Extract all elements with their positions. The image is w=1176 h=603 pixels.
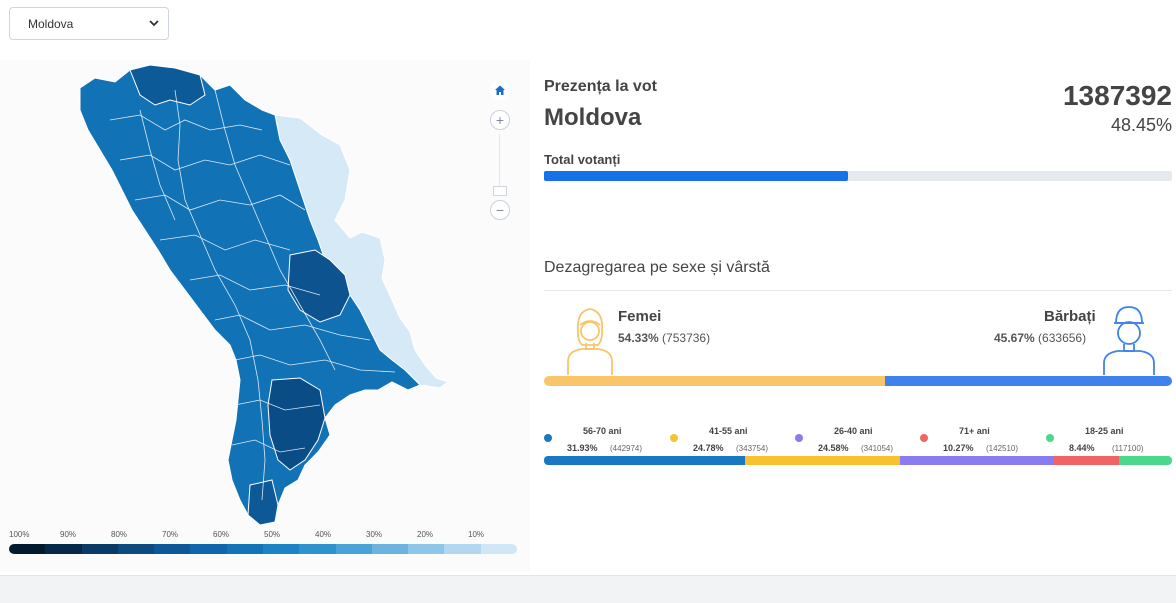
gender-split-bar [544,376,1172,386]
turnout-progress-bar [544,171,1172,181]
age-group-label: 18-25 ani [1085,426,1124,436]
moldova-map[interactable] [0,60,530,530]
legend-labels: 100% 90% 80% 70% 60% 50% 40% 30% 20% 10% [9,530,519,542]
home-icon [495,85,505,95]
legend-swatch [117,544,155,554]
legend-swatch [190,544,227,554]
map-region-south[interactable] [267,377,326,471]
age-dot [1046,434,1054,442]
legend-color-scale [9,544,517,554]
age-group-percent: 10.27% [943,443,974,453]
zoom-in-button[interactable]: + [490,110,510,130]
map-region-south-tip[interactable] [247,479,279,526]
age-group-percent: 8.44% [1069,443,1095,453]
zoom-home-button[interactable] [490,80,510,100]
female-stats: 54.33% (753736) [618,331,710,345]
total-voters-count: 1387392 [1062,80,1172,111]
legend-swatch [444,544,481,554]
age-group-percent: 24.58% [818,443,849,453]
district-borders [109,89,396,501]
age-dot [544,434,552,442]
map-legend: 100% 90% 80% 70% 60% 50% 40% 30% 20% 10% [9,530,519,554]
legend-swatch [9,544,46,554]
section-divider [544,290,1172,291]
male-label: Bărbați [1044,308,1096,325]
legend-label: 30% [366,530,383,539]
age-group-label: 71+ ani [959,426,990,436]
age-group-count: (117100) [1112,444,1144,453]
breakdown-title: Dezagregarea pe sexe și vârstă [544,259,770,276]
male-stats: 45.67% (633656) [994,331,1086,345]
legend-label: 40% [315,530,332,539]
male-count: (633656) [1038,331,1087,345]
age-dot [670,434,678,442]
age-group-label: 56-70 ani [583,426,622,436]
legend-swatch [480,544,517,554]
map-region-north[interactable] [129,64,206,106]
age-group-percent: 31.93% [567,443,598,453]
gender-bar-male [885,376,1172,386]
female-avatar-icon [567,308,613,375]
zoom-in-label: + [495,112,505,128]
region-name: Moldova [544,104,642,131]
age-bar-segment [544,456,745,465]
age-dot [795,434,803,442]
legend-swatch [154,544,191,554]
female-percent: 54.33% [618,331,659,345]
legend-label: 20% [417,530,434,539]
map-panel: + − [0,60,530,572]
female-label: Femei [618,308,662,325]
total-voters-label: Total votanți [544,152,621,167]
map-region-center[interactable] [287,249,351,323]
legend-label: 90% [60,530,77,539]
map-region-main[interactable] [79,64,421,526]
age-bar-segment [744,456,901,465]
legend-label: 10% [468,530,485,539]
top-bar: Moldova [0,0,1176,48]
legend-swatch [45,544,82,554]
age-dot [920,434,928,442]
legend-swatch [81,544,118,554]
legend-swatch [335,544,372,554]
legend-label: 80% [111,530,128,539]
zoom-track [499,134,500,186]
turnout-progress-fill [544,171,849,181]
legend-label: 60% [213,530,230,539]
legend-swatch [408,544,445,554]
age-group-count: (343754) [736,444,769,453]
age-group-percent: 24.78% [693,443,724,453]
age-group-count: (442974) [610,444,643,453]
turnout-percent: 48.45% [1110,115,1172,135]
age-bar-segment [1118,456,1172,465]
age-bar-segment [1054,456,1119,465]
region-select-value: Moldova [28,16,74,31]
region-select[interactable]: Moldova [9,7,169,40]
legend-swatch [226,544,263,554]
gender-bar-female [544,376,886,386]
age-split-bar [544,456,1172,465]
age-bar-segment [900,456,1055,465]
male-percent: 45.67% [994,331,1035,345]
chevron-down-icon [149,20,159,27]
legend-swatch [371,544,409,554]
zoom-slider-handle[interactable] [493,186,507,196]
age-group-count: (341054) [861,444,894,453]
female-count: (753736) [662,331,711,345]
age-group-label: 41-55 ani [709,426,748,436]
zoom-out-label: − [495,202,505,218]
footer [0,575,1176,603]
legend-label: 100% [9,530,30,539]
legend-label: 50% [264,530,281,539]
zoom-out-button[interactable]: − [490,200,510,220]
legend-swatch [299,544,336,554]
turnout-title: Prezența la vot [544,78,657,95]
age-group-count: (142510) [986,444,1019,453]
legend-swatch [262,544,300,554]
age-group-label: 26-40 ani [834,426,873,436]
male-avatar-icon [1103,306,1155,375]
legend-label: 70% [162,530,179,539]
